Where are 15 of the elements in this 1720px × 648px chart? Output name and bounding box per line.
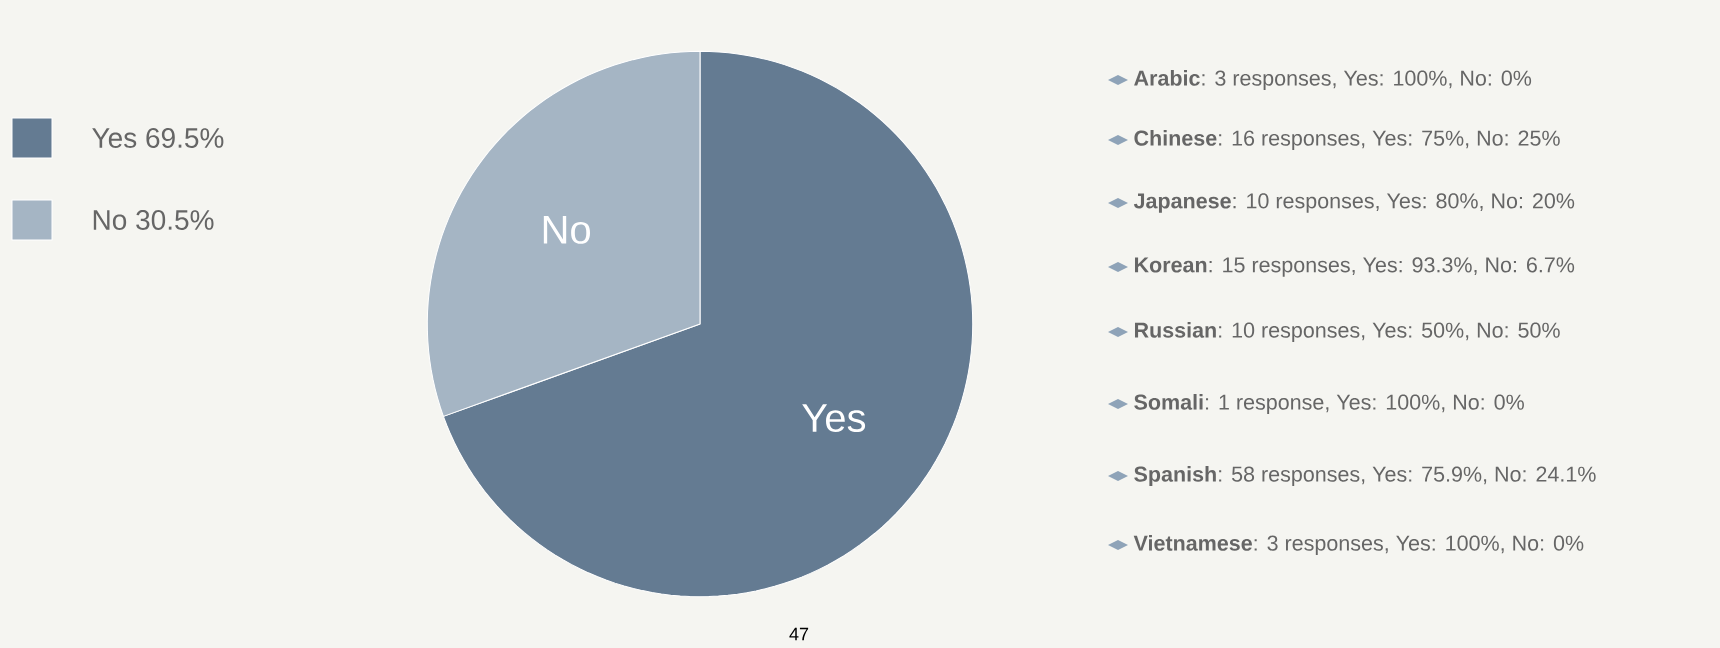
text: Vietnamese: 3 responses, Yes: 100%, No: 0% [1133, 534, 1584, 556]
slice-label: Yes [802, 404, 866, 433]
text: Spanish: 58 responses, Yes: 75.9%, No: 24.1% [1134, 465, 1596, 487]
data-label: 30.5% [136, 210, 214, 230]
data-label: 69.5% [146, 128, 224, 148]
text: 47 [789, 627, 809, 641]
text: Chinese: 16 responses, Yes: 75%, No: 25% [1134, 129, 1560, 151]
slice-label: No [543, 215, 590, 244]
legend-label: Yes [92, 128, 137, 148]
text: Arabic: 3 responses, Yes: 100%, No: 0% [1134, 69, 1532, 91]
text: Japanese: 10 responses, Yes: 80%, No: 20% [1133, 193, 1575, 213]
text: Somali: 1 response, Yes: 100%, No: 0% [1134, 393, 1524, 415]
legend-label: No [93, 210, 127, 230]
text: Russian: 10 responses, Yes: 50%, No: 50% [1134, 321, 1560, 343]
text: Korean: 15 responses, Yes: 93.3%, No: 6.7% [1134, 257, 1575, 277]
